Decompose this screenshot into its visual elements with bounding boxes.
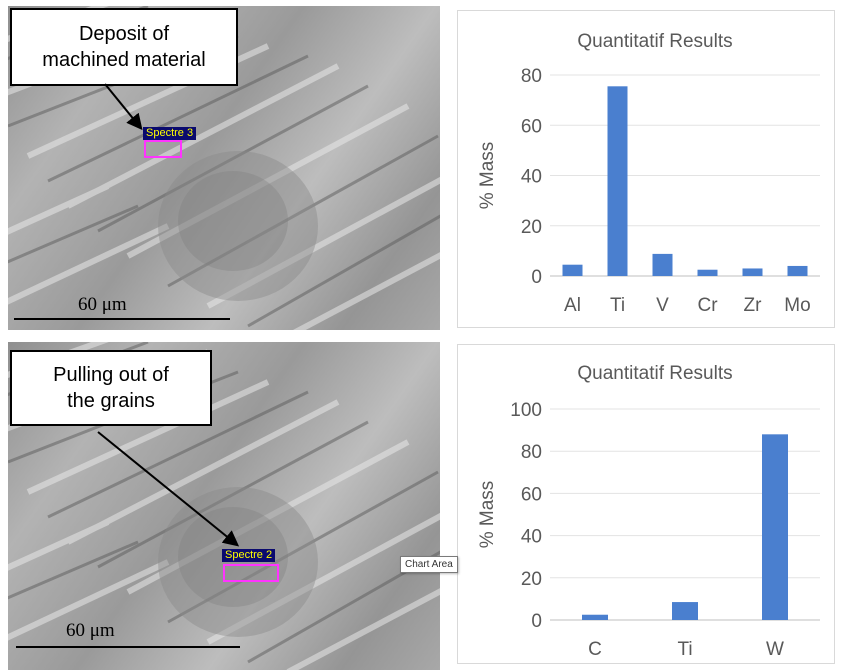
spectre-box-top xyxy=(144,140,182,158)
bar-chart-top: Quantitatif Results % Mass 0 20 40 60 80 Al Ti V C… xyxy=(477,31,820,316)
bar-zr xyxy=(742,268,763,276)
bar-chart-bottom: Quantitatif Results % Mass 0 20 40 60 80 100 C Ti… xyxy=(477,363,820,660)
x-tick-label: W xyxy=(766,639,784,660)
sem-texture-bottom xyxy=(8,342,440,670)
scale-label-bottom: 60 μm xyxy=(66,620,115,641)
x-tick-label: Al xyxy=(564,295,581,316)
y-tick-label: 0 xyxy=(531,267,542,288)
scale-label-top: 60 μm xyxy=(78,294,127,315)
x-tick-label: Zr xyxy=(744,295,763,316)
chart-title: Quantitatif Results xyxy=(577,31,732,52)
x-tick-label: Ti xyxy=(677,639,692,660)
bar-ti xyxy=(672,602,698,620)
chart-title: Quantitatif Results xyxy=(577,363,732,384)
x-tick-label: Mo xyxy=(784,295,810,316)
bar-w xyxy=(762,434,788,620)
y-tick-label: 0 xyxy=(531,611,542,632)
sem-panel-top: Deposit of machined material Spectre 3 6… xyxy=(0,0,440,330)
callout-arrow-top xyxy=(104,83,143,131)
y-tick-label: 20 xyxy=(521,217,542,238)
y-axis-label: % Mass xyxy=(477,142,498,210)
callout-line-1: Pulling out of xyxy=(53,364,169,386)
y-axis-label: % Mass xyxy=(477,481,498,549)
sem-image-bottom xyxy=(8,342,440,670)
callout-box-top: Deposit of machined material xyxy=(10,8,238,86)
callout-box-bottom: Pulling out of the grains xyxy=(10,350,212,426)
y-tick-label: 80 xyxy=(521,66,542,87)
x-tick-label: Ti xyxy=(610,295,625,316)
chart-area-tooltip: Chart Area xyxy=(400,556,458,573)
y-tick-label: 100 xyxy=(510,400,542,421)
x-tick-label: V xyxy=(656,295,669,316)
callout-line-2: machined material xyxy=(42,49,206,71)
chart-area-bottom[interactable]: Quantitatif Results % Mass 0 20 40 60 80 100 C Ti… xyxy=(457,344,835,664)
y-tick-label: 80 xyxy=(521,442,542,463)
y-tick-label: 40 xyxy=(521,527,542,548)
bar-mo xyxy=(787,265,808,276)
bar-ti xyxy=(607,86,628,277)
chart-area-top[interactable]: Quantitatif Results % Mass 0 20 40 60 80 Al Ti V C… xyxy=(457,10,835,328)
spectre-box-bottom xyxy=(223,564,279,582)
scale-bar-bottom xyxy=(16,646,240,648)
y-tick-label: 40 xyxy=(521,167,542,188)
y-tick-label: 20 xyxy=(521,569,542,590)
callout-line-1: Deposit of xyxy=(78,23,170,45)
callout-line-2: the grains xyxy=(67,390,155,412)
x-tick-label: C xyxy=(588,639,602,660)
x-tick-label: Cr xyxy=(697,295,718,316)
y-tick-label: 60 xyxy=(521,484,542,505)
spectre-label-bottom: Spectre 2 xyxy=(222,549,276,562)
callout-arrow-bottom xyxy=(97,431,240,547)
sem-panel-bottom: Pulling out of the grains Spectre 2 60 μ… xyxy=(0,340,440,670)
bar-c xyxy=(582,614,608,620)
bar-al xyxy=(562,264,583,276)
bar-v xyxy=(652,253,673,276)
y-tick-label: 60 xyxy=(521,116,542,137)
spectre-label-top: Spectre 3 xyxy=(143,127,197,140)
bar-cr xyxy=(697,269,718,276)
scale-bar-top xyxy=(14,318,230,320)
